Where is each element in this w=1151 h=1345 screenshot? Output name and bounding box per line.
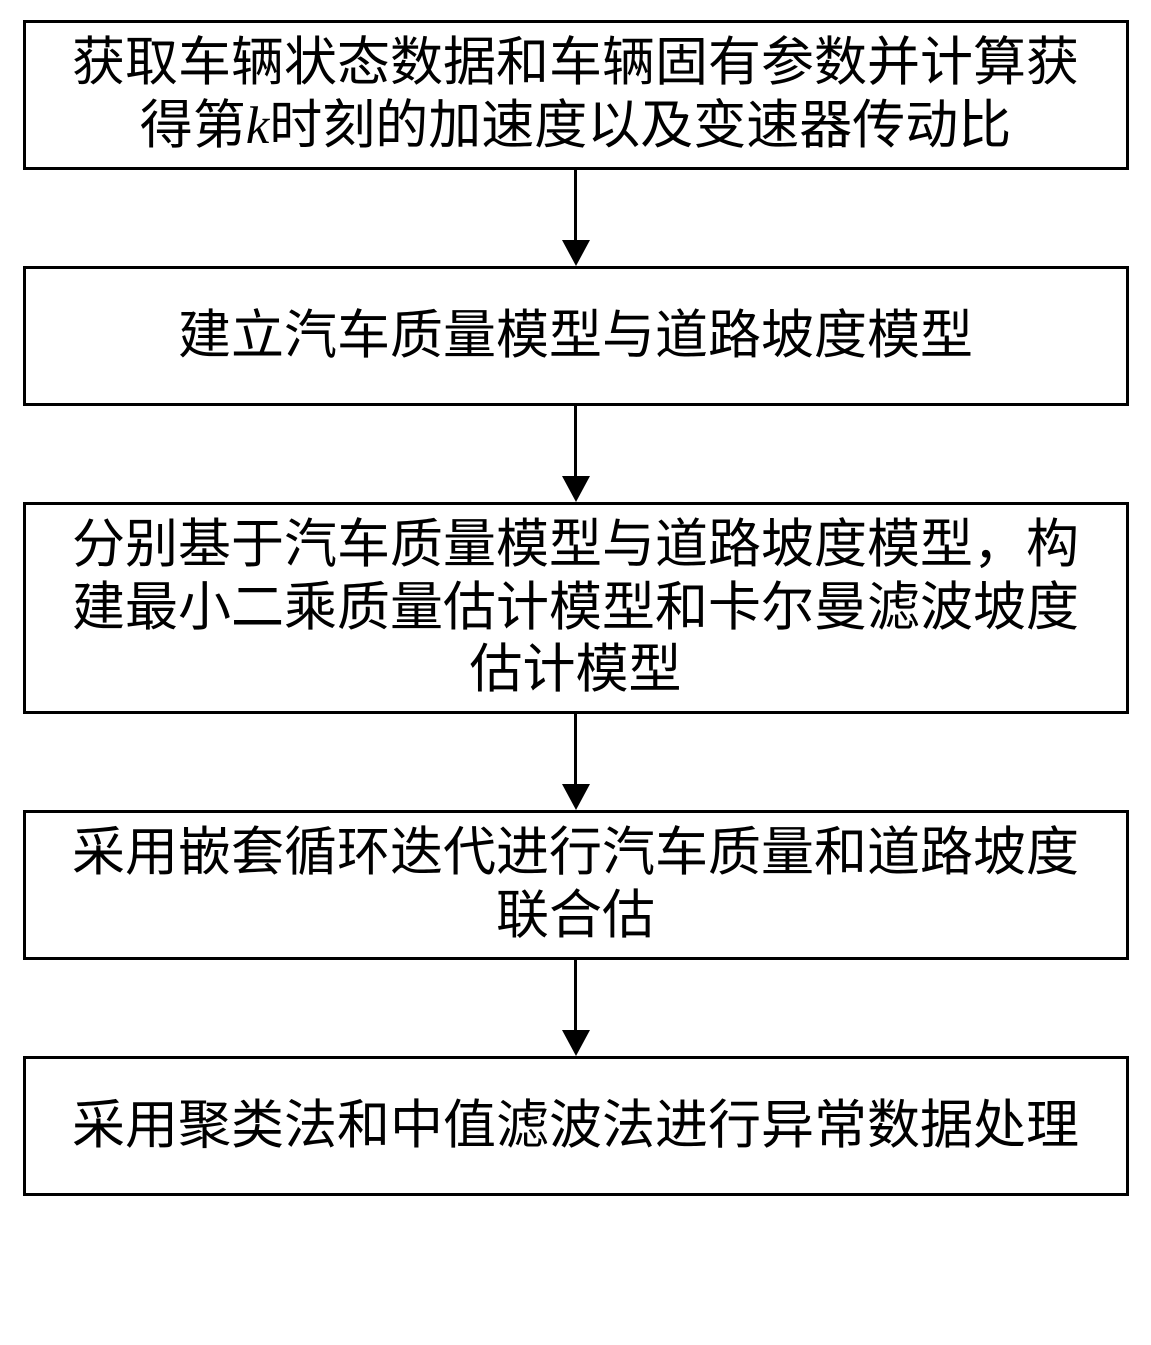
- flowchart-arrow: [562, 170, 590, 266]
- box-text: 采用嵌套循环迭代进行汽车质量和道路坡度联合估: [72, 822, 1079, 947]
- box-text: 分别基于汽车质量模型与道路坡度模型，构建最小二乘质量估计模型和卡尔曼滤波坡度估计…: [72, 514, 1079, 702]
- italic-variable: k: [246, 97, 270, 155]
- box-line: 得第k时刻的加速度以及变速器传动比: [72, 95, 1079, 158]
- text-segment: 时刻的加速度以及变速器传动比: [269, 97, 1011, 155]
- text-segment: 采用聚类法和中值滤波法进行异常数据处理: [72, 1097, 1079, 1155]
- flowchart-box: 采用嵌套循环迭代进行汽车质量和道路坡度联合估: [23, 810, 1129, 960]
- box-text: 建立汽车质量模型与道路坡度模型: [178, 305, 973, 368]
- box-text: 获取车辆状态数据和车辆固有参数并计算获得第k时刻的加速度以及变速器传动比: [72, 32, 1079, 157]
- text-segment: 获取车辆状态数据和车辆固有参数并计算获: [72, 34, 1079, 92]
- arrow-head-icon: [562, 240, 590, 266]
- flowchart-box: 获取车辆状态数据和车辆固有参数并计算获得第k时刻的加速度以及变速器传动比: [23, 20, 1129, 170]
- arrow-line: [574, 406, 577, 476]
- box-line: 建立汽车质量模型与道路坡度模型: [178, 305, 973, 368]
- box-line: 分别基于汽车质量模型与道路坡度模型，构: [72, 514, 1079, 577]
- arrow-head-icon: [562, 784, 590, 810]
- box-line: 采用聚类法和中值滤波法进行异常数据处理: [72, 1095, 1079, 1158]
- box-line: 采用嵌套循环迭代进行汽车质量和道路坡度: [72, 822, 1079, 885]
- flowchart-container: 获取车辆状态数据和车辆固有参数并计算获得第k时刻的加速度以及变速器传动比建立汽车…: [0, 0, 1151, 1196]
- text-segment: 得第: [140, 97, 246, 155]
- text-segment: 估计模型: [470, 641, 682, 699]
- flowchart-box: 建立汽车质量模型与道路坡度模型: [23, 266, 1129, 406]
- box-text: 采用聚类法和中值滤波法进行异常数据处理: [72, 1095, 1079, 1158]
- arrow-line: [574, 714, 577, 784]
- box-line: 联合估: [72, 885, 1079, 948]
- text-segment: 建最小二乘质量估计模型和卡尔曼滤波坡度: [72, 579, 1079, 637]
- flowchart-box: 分别基于汽车质量模型与道路坡度模型，构建最小二乘质量估计模型和卡尔曼滤波坡度估计…: [23, 502, 1129, 714]
- box-line: 估计模型: [72, 639, 1079, 702]
- flowchart-arrow: [562, 960, 590, 1056]
- box-line: 建最小二乘质量估计模型和卡尔曼滤波坡度: [72, 577, 1079, 640]
- text-segment: 分别基于汽车质量模型与道路坡度模型，构: [72, 516, 1079, 574]
- box-line: 获取车辆状态数据和车辆固有参数并计算获: [72, 32, 1079, 95]
- arrow-line: [574, 960, 577, 1030]
- text-segment: 联合估: [496, 887, 655, 945]
- text-segment: 采用嵌套循环迭代进行汽车质量和道路坡度: [72, 824, 1079, 882]
- flowchart-arrow: [562, 406, 590, 502]
- flowchart-box: 采用聚类法和中值滤波法进行异常数据处理: [23, 1056, 1129, 1196]
- arrow-head-icon: [562, 1030, 590, 1056]
- arrow-line: [574, 170, 577, 240]
- arrow-head-icon: [562, 476, 590, 502]
- text-segment: 建立汽车质量模型与道路坡度模型: [178, 307, 973, 365]
- flowchart-arrow: [562, 714, 590, 810]
